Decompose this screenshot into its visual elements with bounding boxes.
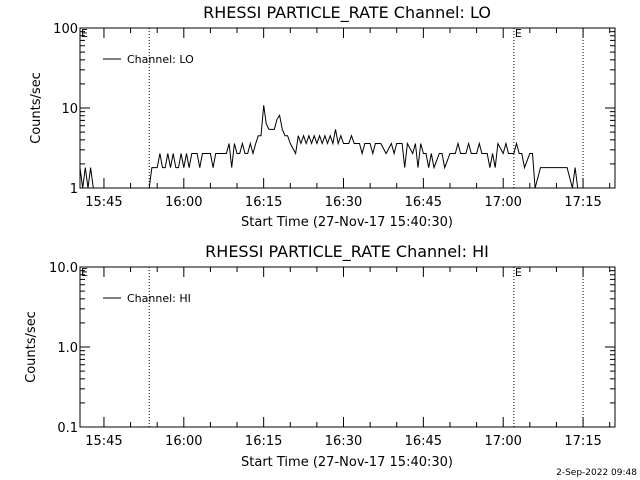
panel-lo-legend: Channel: LO <box>103 53 194 66</box>
panel-lo-xlabel: Start Time (27-Nov-17 15:40:30) <box>241 215 453 230</box>
event-marker-label: E <box>81 266 88 279</box>
x-tick-label: 16:30 <box>325 434 362 449</box>
x-tick-label: 17:15 <box>564 195 601 210</box>
panel-lo-frame <box>79 27 616 189</box>
panel-hi: RHESSI PARTICLE_RATE Channel: HI Counts/… <box>24 242 616 470</box>
y-tick-label: 1.0 <box>57 341 78 356</box>
panel-lo: RHESSI PARTICLE_RATE Channel: LO Counts/… <box>29 3 616 230</box>
x-tick-label: 16:30 <box>325 195 362 210</box>
x-tick-label: 16:15 <box>245 434 282 449</box>
series-line <box>79 105 579 189</box>
panel-lo-ylabel: Counts/sec <box>29 72 44 144</box>
footer-timestamp: 2-Sep-2022 09:48 <box>556 468 637 478</box>
x-tick-label: 15:45 <box>85 434 122 449</box>
x-tick-label: 17:00 <box>484 195 521 210</box>
panel-hi-frame <box>79 266 616 428</box>
x-tick-label: 17:00 <box>484 434 521 449</box>
event-marker-label: E <box>81 27 88 40</box>
x-tick-label: 15:45 <box>85 195 122 210</box>
event-marker-label: E <box>515 27 522 40</box>
panel-hi-legend: Channel: HI <box>103 292 191 305</box>
x-tick-label: 16:00 <box>165 195 202 210</box>
x-tick-label: 16:00 <box>165 434 202 449</box>
event-marker-label: E <box>515 266 522 279</box>
x-tick-label: 16:15 <box>245 195 282 210</box>
x-tick-label: 17:15 <box>564 434 601 449</box>
panel-hi-ylabel: Counts/sec <box>24 311 39 383</box>
x-tick-label: 16:45 <box>405 434 442 449</box>
panel-lo-legend-entry: Channel: LO <box>127 53 194 66</box>
y-tick-label: 100 <box>53 22 78 37</box>
y-tick-label: 10 <box>61 102 78 117</box>
y-tick-label: 1 <box>70 182 78 197</box>
panel-hi-title: RHESSI PARTICLE_RATE Channel: HI <box>205 242 489 262</box>
panel-hi-legend-entry: Channel: HI <box>127 292 191 305</box>
panel-lo-title: RHESSI PARTICLE_RATE Channel: LO <box>203 3 491 23</box>
x-tick-label: 16:45 <box>405 195 442 210</box>
y-tick-label: 0.1 <box>57 421 78 436</box>
panel-hi-xlabel: Start Time (27-Nov-17 15:40:30) <box>241 455 453 470</box>
y-tick-label: 10.0 <box>49 261 78 276</box>
